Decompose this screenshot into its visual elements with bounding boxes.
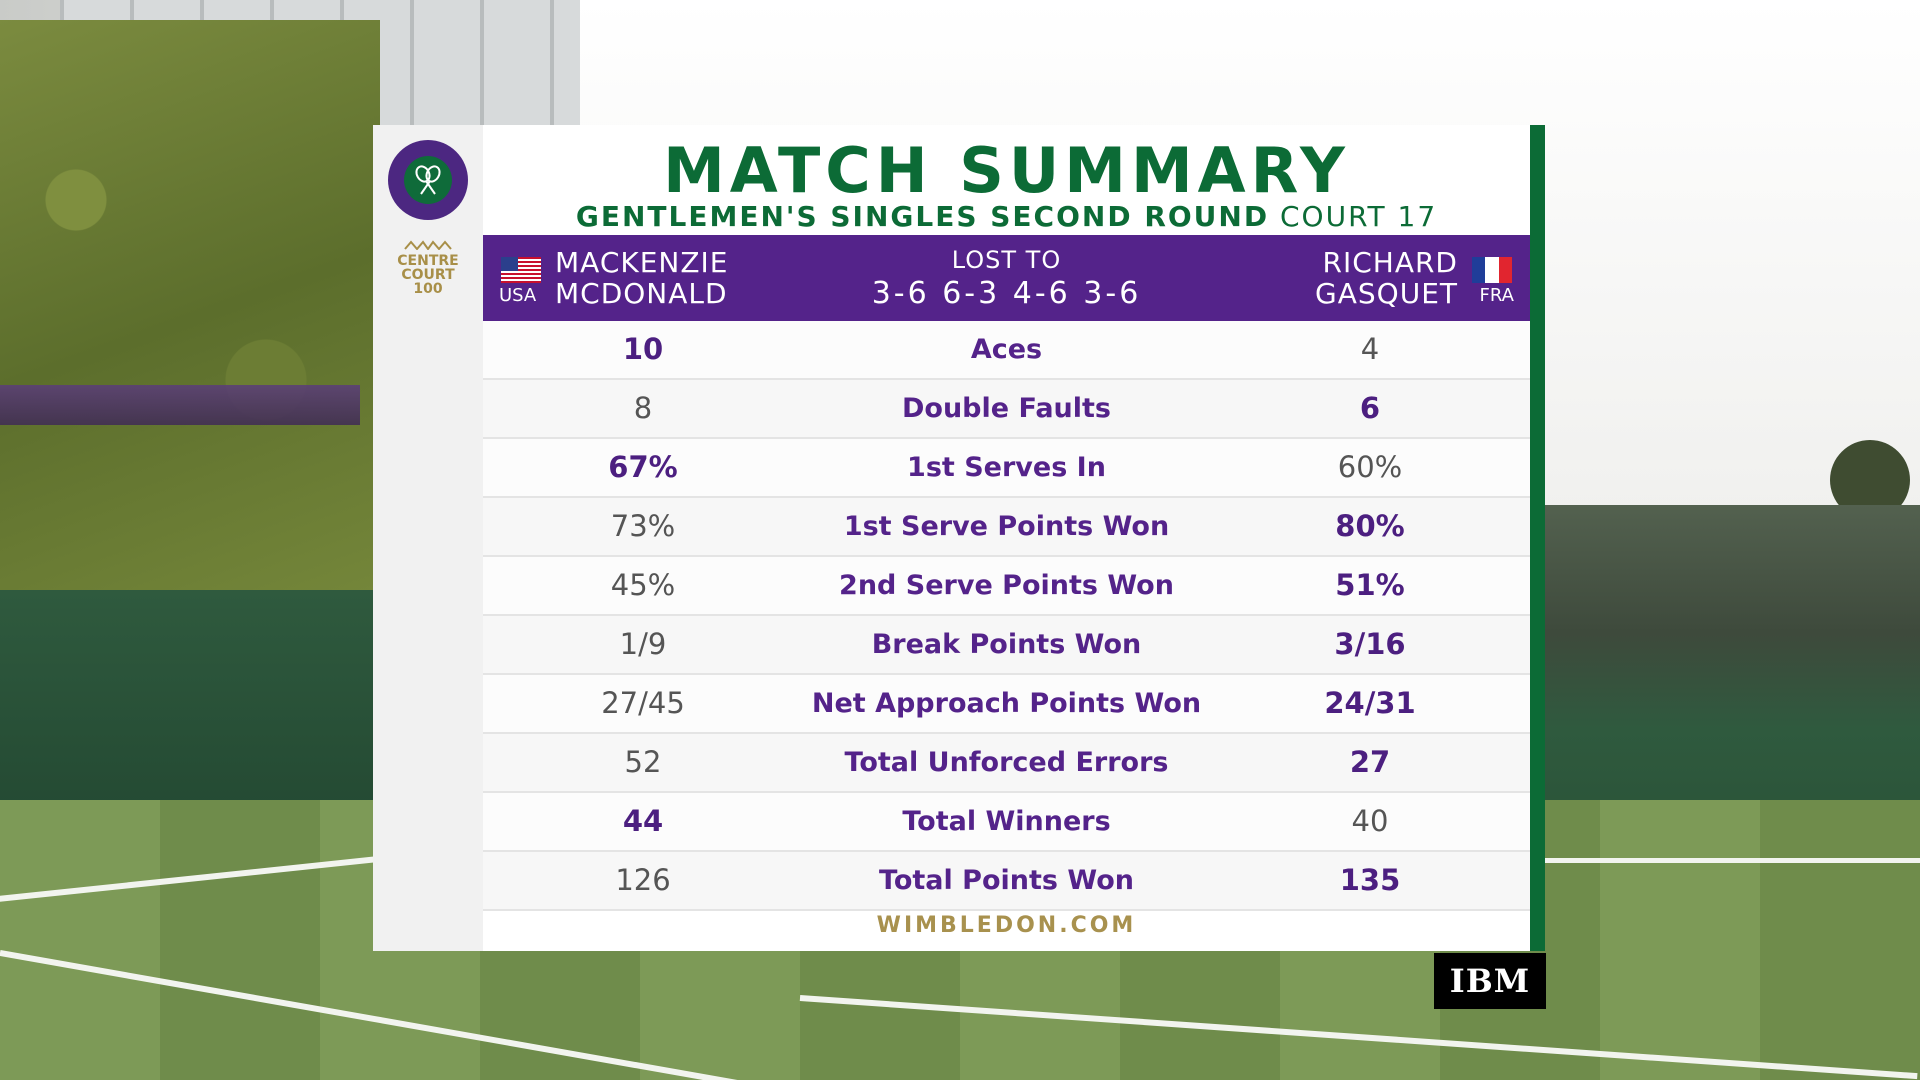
left-stat-value: 10 xyxy=(622,332,664,366)
left-player-last-name: MCDONALD xyxy=(555,277,728,310)
right-player-name: RICHARD GASQUET xyxy=(1315,247,1458,309)
right-country-code: FRA xyxy=(1479,285,1514,306)
left-stat-value: 126 xyxy=(615,863,671,897)
right-stat-value: 24/31 xyxy=(1324,686,1416,720)
right-stat-value: 40 xyxy=(1351,804,1389,838)
stat-label: Aces xyxy=(970,334,1043,365)
right-player-first-name: RICHARD xyxy=(1322,246,1458,279)
players-header: USA MACKENZIE MCDONALD LOST TO 3-6 6-3 4… xyxy=(483,235,1530,321)
stat-row: 44 Total Winners 40 xyxy=(483,793,1530,852)
stat-row: 8 Double Faults 6 xyxy=(483,380,1530,439)
left-stat-value: 45% xyxy=(610,568,676,602)
stat-label: 1st Serves In xyxy=(907,452,1106,483)
stat-row: 73% 1st Serve Points Won 80% xyxy=(483,498,1530,557)
left-country-code: USA xyxy=(499,285,537,306)
crossed-rackets-icon xyxy=(404,156,452,204)
stat-label: Total Points Won xyxy=(879,865,1134,896)
summary-content: MATCH SUMMARY GENTLEMEN'S SINGLES SECOND… xyxy=(483,125,1530,951)
stat-label: Break Points Won xyxy=(871,629,1142,660)
left-stat-value: 73% xyxy=(610,509,676,543)
left-player-first-name: MACKENZIE xyxy=(555,246,729,279)
result-label: LOST TO xyxy=(951,246,1062,274)
stat-label: Total Winners xyxy=(902,806,1111,837)
stat-row: 27/45 Net Approach Points Won 24/31 xyxy=(483,675,1530,734)
website-footer: WIMBLEDON.COM xyxy=(876,913,1137,938)
left-stat-value: 8 xyxy=(633,391,653,425)
stat-row: 52 Total Unforced Errors 27 xyxy=(483,734,1530,793)
stat-row: 45% 2nd Serve Points Won 51% xyxy=(483,557,1530,616)
centre-court-100-logo: CENTRE COURT 100 xyxy=(385,240,471,296)
accent-bar xyxy=(1530,125,1545,951)
right-stat-value: 135 xyxy=(1339,863,1401,897)
right-stat-value: 27 xyxy=(1349,745,1391,779)
flower-balcony xyxy=(0,385,360,425)
stat-label: 2nd Serve Points Won xyxy=(839,570,1174,601)
left-stat-value: 67% xyxy=(608,450,678,484)
right-stat-value: 51% xyxy=(1335,568,1405,602)
court-line xyxy=(1545,858,1920,863)
right-stat-value: 80% xyxy=(1335,509,1405,543)
court-wall xyxy=(0,590,380,810)
right-player-last-name: GASQUET xyxy=(1315,277,1458,310)
event-subtitle: GENTLEMEN'S SINGLES SECOND ROUND COURT 1… xyxy=(483,197,1530,237)
spectator-stand xyxy=(1540,505,1920,825)
stat-label: Net Approach Points Won xyxy=(811,688,1202,719)
stat-row: 10 Aces 4 xyxy=(483,321,1530,380)
event-round: GENTLEMEN'S SINGLES SECOND ROUND xyxy=(575,200,1270,233)
court-name: COURT 17 xyxy=(1280,200,1438,233)
centre-court-line2: COURT xyxy=(401,267,455,283)
left-stat-value: 44 xyxy=(622,804,664,838)
logo-sidebar: CENTRE COURT 100 xyxy=(373,125,483,951)
left-player-name: MACKENZIE MCDONALD xyxy=(555,247,729,309)
ivy-wall xyxy=(0,20,380,620)
match-summary-panel: CENTRE COURT 100 MATCH SUMMARY GENTLEMEN… xyxy=(373,125,1545,951)
wimbledon-logo-icon xyxy=(388,140,468,220)
centre-court-line1: CENTRE xyxy=(397,253,459,269)
left-stat-value: 1/9 xyxy=(619,627,667,661)
stat-row: 126 Total Points Won 135 xyxy=(483,852,1530,911)
page-title: MATCH SUMMARY xyxy=(663,134,1350,207)
stat-label: 1st Serve Points Won xyxy=(843,511,1170,542)
stat-label: Total Unforced Errors xyxy=(844,747,1169,778)
stat-row: 1/9 Break Points Won 3/16 xyxy=(483,616,1530,675)
right-stat-value: 4 xyxy=(1360,332,1380,366)
right-stat-value: 3/16 xyxy=(1334,627,1406,661)
left-stat-value: 27/45 xyxy=(601,686,685,720)
right-stat-value: 60% xyxy=(1337,450,1403,484)
ibm-logo: IBM xyxy=(1434,953,1546,1009)
left-stat-value: 52 xyxy=(624,745,662,779)
usa-flag-icon xyxy=(501,257,541,283)
centre-court-line3: 100 xyxy=(413,281,443,297)
stat-row: 67% 1st Serves In 60% xyxy=(483,439,1530,498)
france-flag-icon xyxy=(1472,257,1512,283)
crown-icon xyxy=(404,240,452,250)
stat-label: Double Faults xyxy=(901,393,1111,424)
match-result: LOST TO 3-6 6-3 4-6 3-6 xyxy=(483,245,1530,313)
stats-table: 10 Aces 4 8 Double Faults 6 67% 1st Serves In 60… xyxy=(483,321,1530,911)
right-stat-value: 6 xyxy=(1359,391,1381,425)
set-scores: 3-6 6-3 4-6 3-6 xyxy=(871,276,1142,311)
